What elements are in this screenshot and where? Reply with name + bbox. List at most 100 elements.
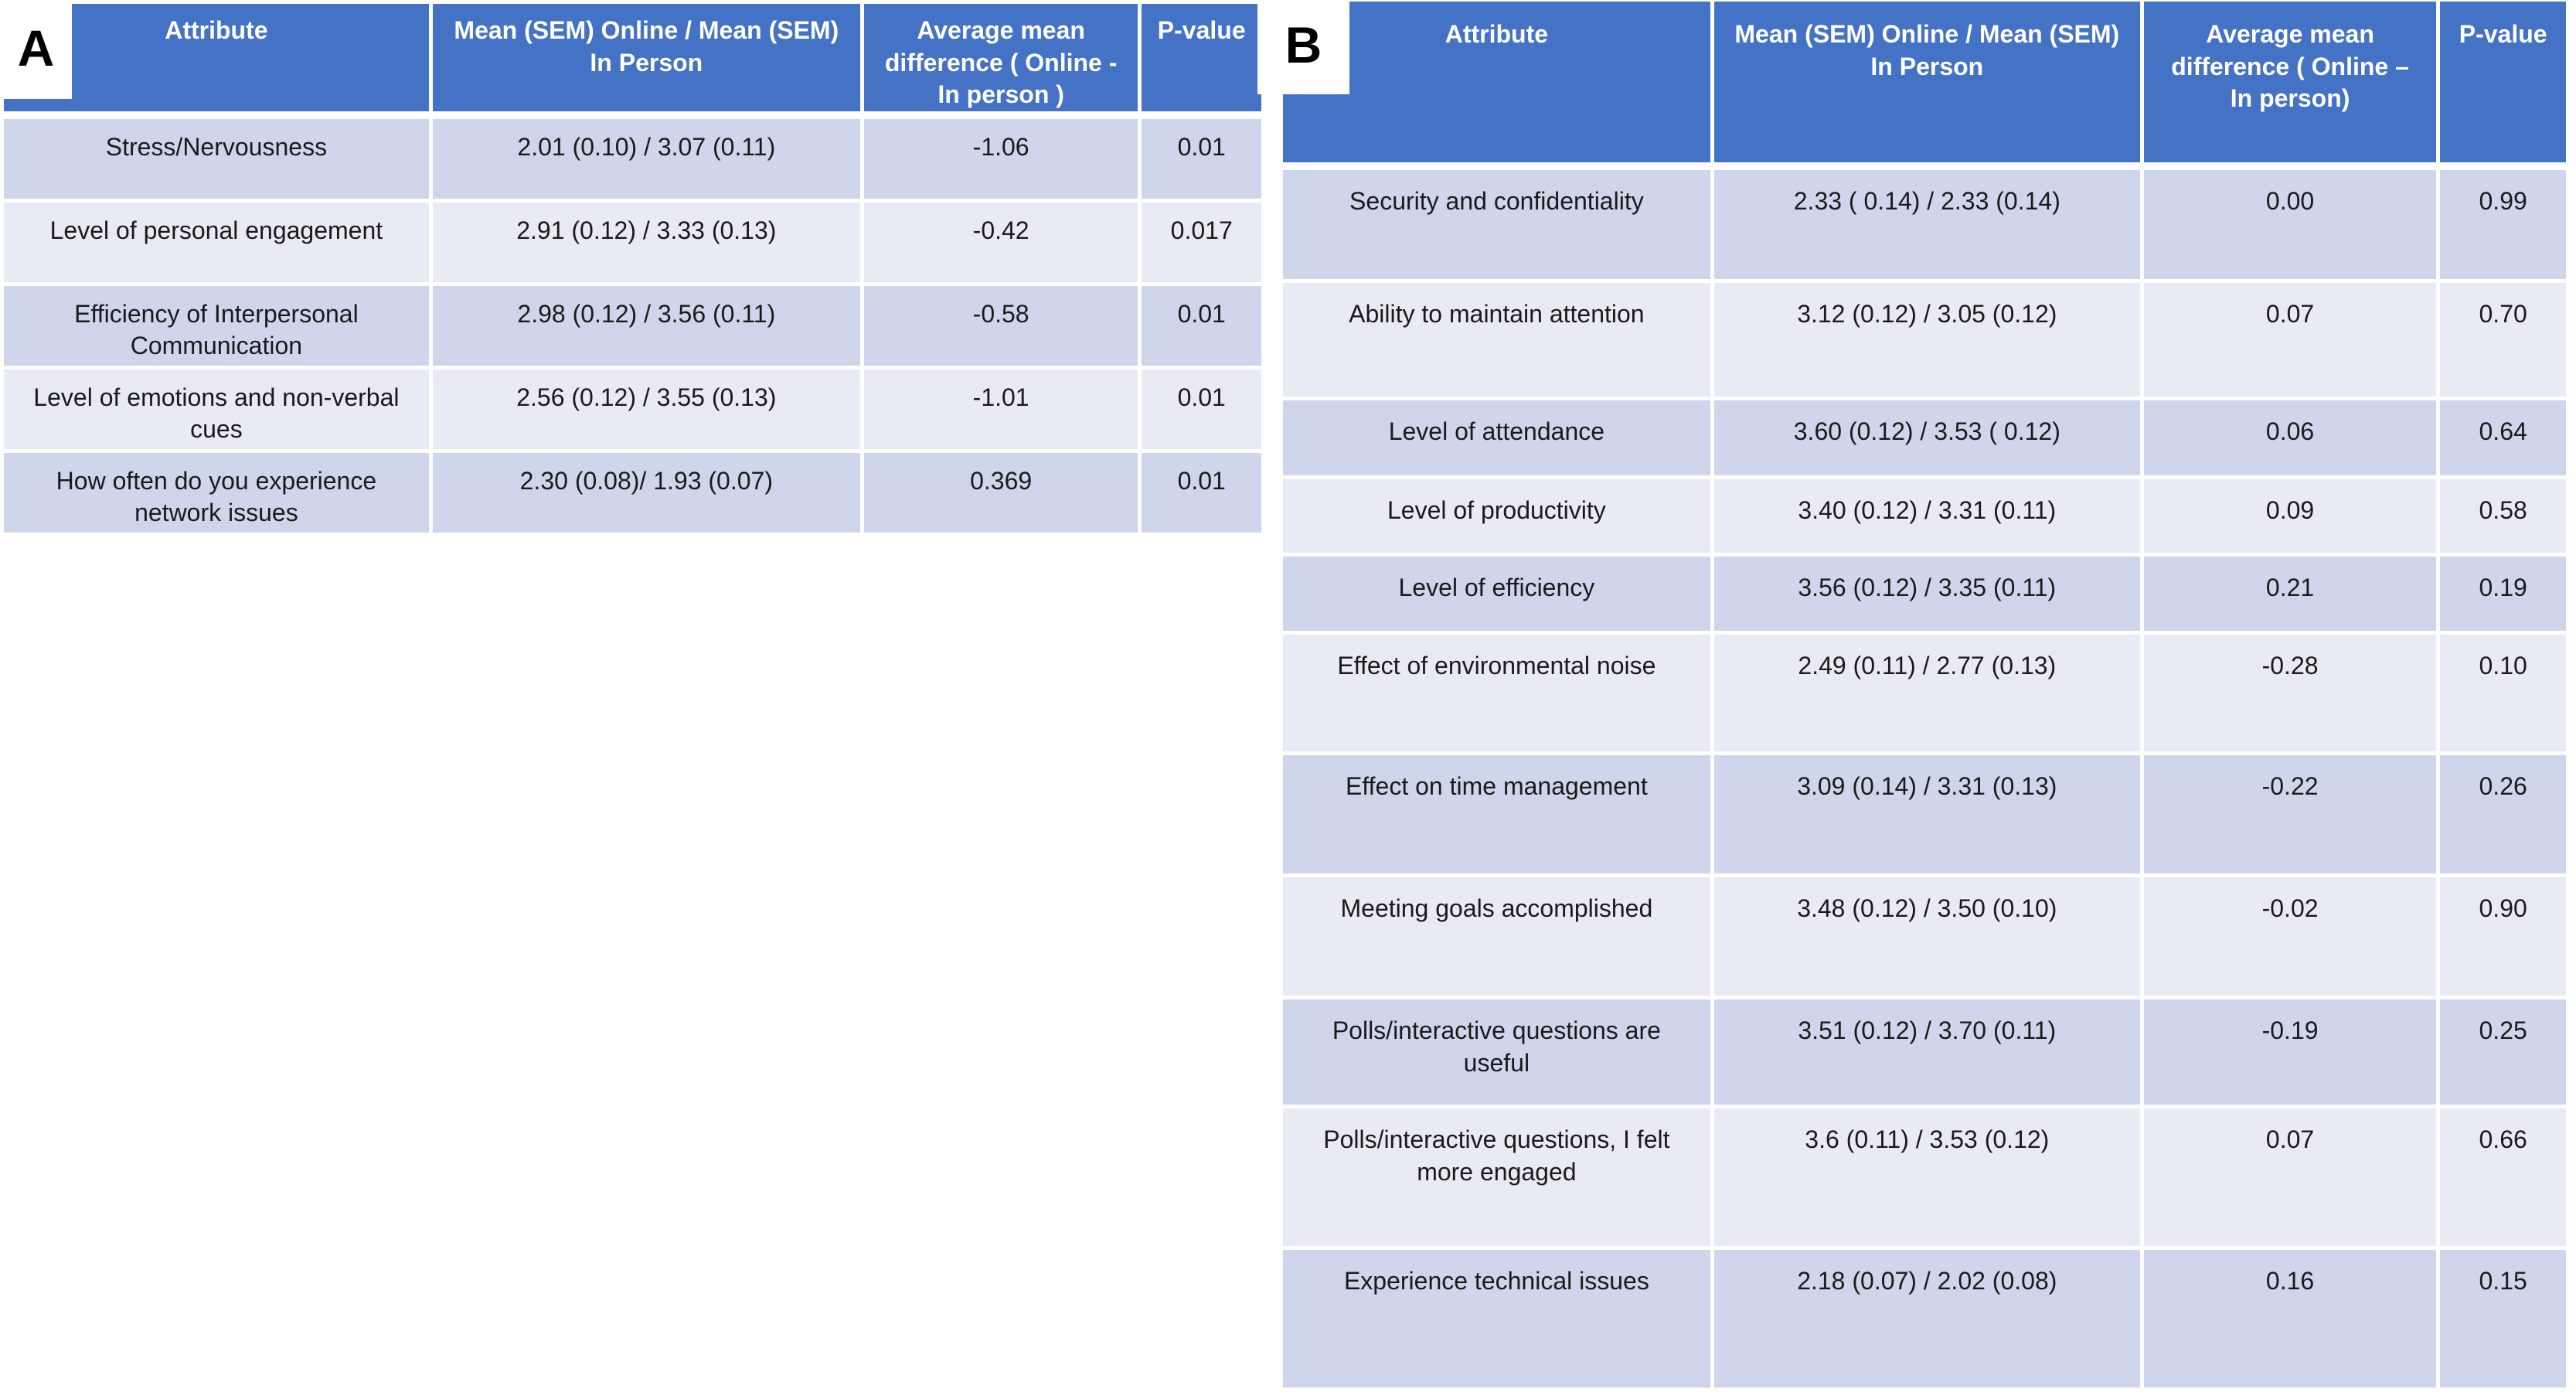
cell-difference: 0.09 — [2143, 479, 2441, 557]
cell-pvalue: 0.66 — [2440, 1108, 2566, 1250]
header-row: Attribute Mean (SEM) Online / Mean (SEM)… — [1283, 2, 2566, 170]
cell-attribute: Security and confidentiality — [1283, 170, 1714, 283]
cell-mean: 2.91 (0.12) / 3.33 (0.13) — [432, 202, 864, 286]
column-header-difference: Average mean difference ( Online - In pe… — [863, 4, 1142, 119]
cell-difference: -0.19 — [2143, 999, 2441, 1108]
cell-pvalue: 0.10 — [2440, 635, 2566, 755]
table-row: Effect of environmental noise 2.49 (0.11)… — [1283, 635, 2566, 755]
cell-pvalue: 0.01 — [1142, 452, 1261, 536]
cell-pvalue: 0.58 — [2440, 479, 2566, 557]
cell-difference: -0.28 — [2143, 635, 2441, 755]
cell-pvalue: 0.70 — [2440, 283, 2566, 400]
cell-mean: 3.40 (0.12) / 3.31 (0.11) — [1713, 479, 2144, 557]
cell-difference: -0.58 — [863, 285, 1142, 369]
cell-mean: 2.01 (0.10) / 3.07 (0.11) — [432, 118, 864, 203]
table-a-body: Stress/Nervousness 2.01 (0.10) / 3.07 (0.… — [4, 118, 1261, 536]
cell-attribute: Level of efficiency — [1283, 557, 1714, 635]
cell-attribute: Efficiency of Interpersonal Communicatio… — [4, 285, 433, 369]
cell-pvalue: 0.01 — [1142, 369, 1261, 453]
cell-attribute: How often do you experience network issu… — [4, 452, 433, 536]
cell-difference: -1.01 — [863, 369, 1142, 453]
cell-mean: 2.33 ( 0.14) / 2.33 (0.14) — [1713, 170, 2144, 283]
column-header-attribute: Attribute — [1283, 2, 1714, 170]
cell-attribute: Level of emotions and non-verbal cues — [4, 369, 433, 453]
column-header-difference: Average mean difference ( Online – In pe… — [2143, 2, 2441, 170]
cell-pvalue: 0.15 — [2440, 1250, 2566, 1391]
cell-difference: -1.06 — [863, 118, 1142, 203]
cell-attribute: Experience technical issues — [1283, 1250, 1714, 1391]
table-row: Level of attendance 3.60 (0.12) / 3.53 ( … — [1283, 400, 2566, 479]
cell-pvalue: 0.64 — [2440, 400, 2566, 479]
cell-mean: 3.6 (0.11) / 3.53 (0.12) — [1713, 1108, 2144, 1250]
cell-difference: 0.07 — [2143, 283, 2441, 400]
cell-attribute: Stress/Nervousness — [4, 118, 433, 203]
cell-pvalue: 0.01 — [1142, 118, 1261, 203]
cell-attribute: Level of productivity — [1283, 479, 1714, 557]
cell-mean: 2.56 (0.12) / 3.55 (0.13) — [432, 369, 864, 453]
cell-mean: 3.51 (0.12) / 3.70 (0.11) — [1713, 999, 2144, 1108]
cell-attribute: Level of personal engagement — [4, 202, 433, 286]
cell-pvalue: 0.26 — [2440, 755, 2566, 877]
table-b-body: Security and confidentiality 2.33 ( 0.14)… — [1283, 170, 2566, 1391]
cell-mean: 3.56 (0.12) / 3.35 (0.11) — [1713, 557, 2144, 635]
column-header-pvalue: P-value — [1142, 4, 1261, 119]
cell-difference: 0.369 — [863, 452, 1142, 536]
cell-mean: 3.48 (0.12) / 3.50 (0.10) — [1713, 877, 2144, 999]
cell-pvalue: 0.01 — [1142, 285, 1261, 369]
cell-mean: 2.49 (0.11) / 2.77 (0.13) — [1713, 635, 2144, 755]
panel-a: Attribute Mean (SEM) Online / Mean (SEM)… — [0, 0, 1261, 536]
cell-difference: -0.22 — [2143, 755, 2441, 877]
column-header-mean: Mean (SEM) Online / Mean (SEM) In Person — [432, 4, 864, 119]
column-header-mean: Mean (SEM) Online / Mean (SEM) In Person — [1713, 2, 2144, 170]
cell-attribute: Effect of environmental noise — [1283, 635, 1714, 755]
table-row: Stress/Nervousness 2.01 (0.10) / 3.07 (0.… — [4, 118, 1261, 203]
table-row: Efficiency of Interpersonal Communicatio… — [4, 285, 1261, 369]
cell-difference: 0.07 — [2143, 1108, 2441, 1250]
cell-attribute: Meeting goals accomplished — [1283, 877, 1714, 999]
column-header-attribute: Attribute — [4, 4, 433, 119]
table-row: Experience technical issues 2.18 (0.07) /… — [1283, 1250, 2566, 1391]
comparison-table-b: Attribute Mean (SEM) Online / Mean (SEM)… — [1283, 2, 2566, 1391]
cell-attribute: Polls/interactive questions, I felt more… — [1283, 1108, 1714, 1250]
column-header-pvalue: P-value — [2440, 2, 2566, 170]
panel-b-label: B — [1257, 0, 1349, 94]
cell-difference: -0.42 — [863, 202, 1142, 286]
table-row: Level of personal engagement 2.91 (0.12) … — [4, 202, 1261, 286]
cell-difference: -0.02 — [2143, 877, 2441, 999]
cell-pvalue: 0.25 — [2440, 999, 2566, 1108]
cell-attribute: Level of attendance — [1283, 400, 1714, 479]
table-row: Level of emotions and non-verbal cues 2.5… — [4, 369, 1261, 453]
header-row: Attribute Mean (SEM) Online / Mean (SEM)… — [4, 4, 1261, 119]
cell-attribute: Polls/interactive questions are useful — [1283, 999, 1714, 1108]
cell-mean: 3.09 (0.14) / 3.31 (0.13) — [1713, 755, 2144, 877]
table-row: Level of efficiency 3.56 (0.12) / 3.35 (0… — [1283, 557, 2566, 635]
cell-mean: 3.12 (0.12) / 3.05 (0.12) — [1713, 283, 2144, 400]
cell-difference: 0.06 — [2143, 400, 2441, 479]
panel-b: Attribute Mean (SEM) Online / Mean (SEM)… — [1257, 0, 2566, 1391]
cell-pvalue: 0.19 — [2440, 557, 2566, 635]
cell-attribute: Effect on time management — [1283, 755, 1714, 877]
cell-difference: 0.00 — [2143, 170, 2441, 283]
cell-mean: 3.60 (0.12) / 3.53 ( 0.12) — [1713, 400, 2144, 479]
table-row: Polls/interactive questions are useful 3.… — [1283, 999, 2566, 1108]
table-row: How often do you experience network issu… — [4, 452, 1261, 536]
table-row: Security and confidentiality 2.33 ( 0.14)… — [1283, 170, 2566, 283]
comparison-table-a: Attribute Mean (SEM) Online / Mean (SEM)… — [4, 4, 1261, 536]
table-b-header: Attribute Mean (SEM) Online / Mean (SEM)… — [1283, 2, 2566, 170]
cell-difference: 0.21 — [2143, 557, 2441, 635]
table-a-header: Attribute Mean (SEM) Online / Mean (SEM)… — [4, 4, 1261, 119]
cell-mean: 2.18 (0.07) / 2.02 (0.08) — [1713, 1250, 2144, 1391]
cell-mean: 2.30 (0.08)/ 1.93 (0.07) — [432, 452, 864, 536]
cell-difference: 0.16 — [2143, 1250, 2441, 1391]
cell-pvalue: 0.99 — [2440, 170, 2566, 283]
cell-attribute: Ability to maintain attention — [1283, 283, 1714, 400]
table-row: Meeting goals accomplished 3.48 (0.12) / … — [1283, 877, 2566, 999]
table-row: Ability to maintain attention 3.12 (0.12)… — [1283, 283, 2566, 400]
cell-mean: 2.98 (0.12) / 3.56 (0.11) — [432, 285, 864, 369]
table-row: Effect on time management 3.09 (0.14) / 3… — [1283, 755, 2566, 877]
panel-a-label: A — [0, 0, 72, 99]
cell-pvalue: 0.90 — [2440, 877, 2566, 999]
cell-pvalue: 0.017 — [1142, 202, 1261, 286]
table-row: Level of productivity 3.40 (0.12) / 3.31 … — [1283, 479, 2566, 557]
table-row: Polls/interactive questions, I felt more… — [1283, 1108, 2566, 1250]
